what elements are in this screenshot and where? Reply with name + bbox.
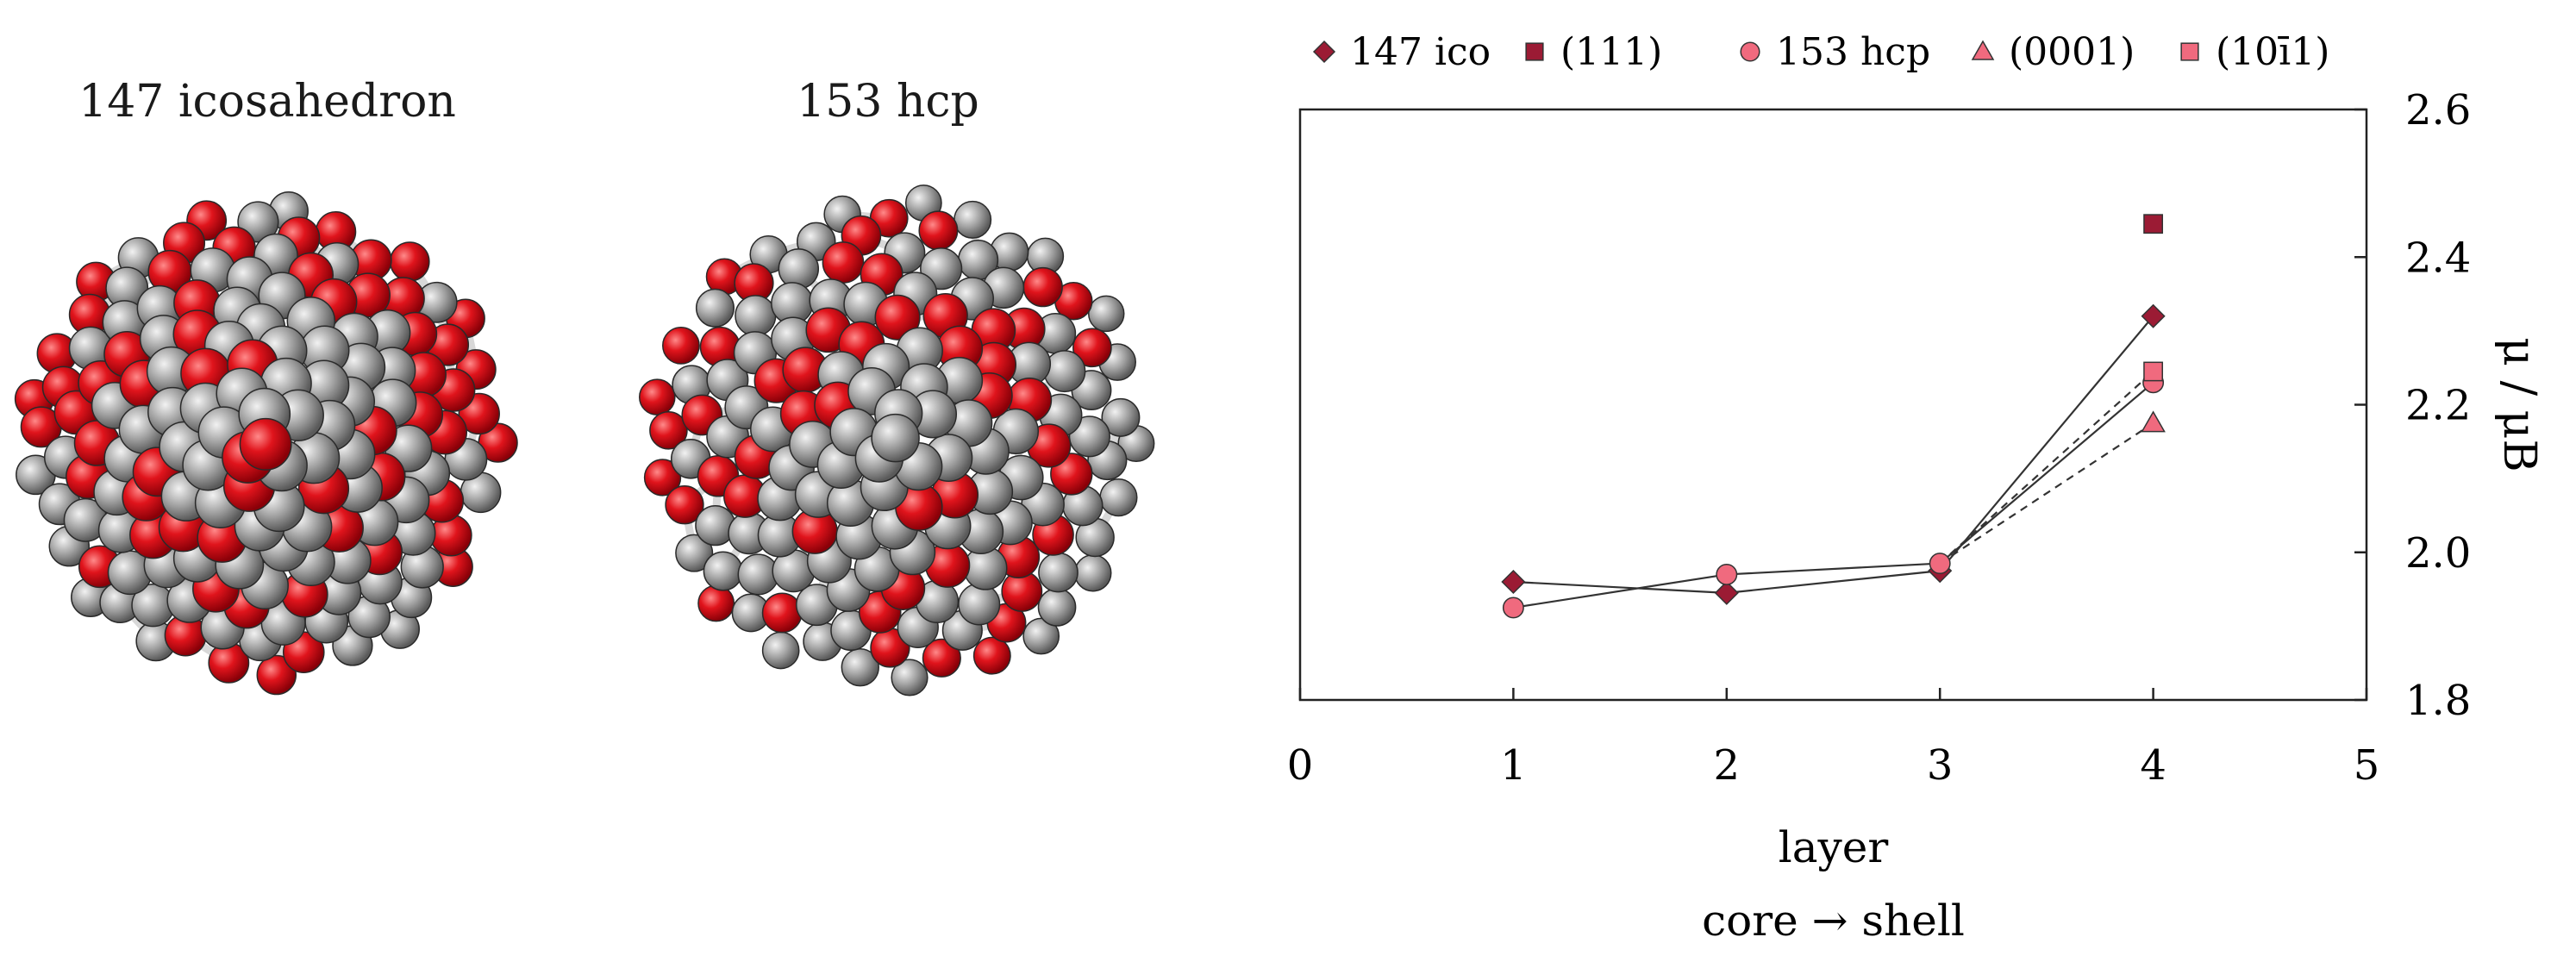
x-tick-label: 4 (2140, 741, 2166, 790)
legend-marker-4 (2180, 42, 2199, 61)
y-tick-label: 1.8 (2405, 677, 2471, 725)
series-line-0 (1513, 315, 2154, 594)
legend-marker-3 (1971, 40, 1995, 60)
data-point-series-1 (2143, 214, 2164, 234)
hcp-title: 153 hcp (797, 76, 979, 128)
data-point-series-4 (2143, 361, 2164, 382)
legend-label-0: 147 ico (1350, 30, 1491, 74)
data-point-series-3 (2141, 410, 2166, 433)
legend-marker-1 (1525, 42, 1544, 61)
x-tick-label: 1 (1500, 741, 1527, 790)
legend: 147 ico (111) 153 hcp (0001) (10ī1) (1312, 30, 2329, 74)
y-tick-label: 2.6 (2405, 86, 2471, 134)
legend-label-1: (111) (1560, 30, 1662, 74)
data-point-series-2 (1716, 563, 1738, 585)
hcp-cluster-image (638, 184, 1155, 697)
legend-label-2: 153 hcp (1776, 30, 1930, 74)
x-axis-ticks: 0 1 2 3 4 5 (1287, 688, 2380, 790)
icosahedron-cluster-image (14, 191, 518, 696)
y-tick-label: 2.2 (2405, 382, 2471, 430)
plot-frame (1298, 108, 2368, 702)
legend-label-4: (10ī1) (2216, 30, 2329, 74)
data-point-series-0 (1928, 559, 1953, 584)
y-axis-ticks: 1.8 2.0 2.2 2.4 2.6 (2354, 86, 2471, 725)
y-tick-label: 2.4 (2405, 234, 2471, 282)
legend-marker-2 (1740, 41, 1760, 62)
x-tick-label: 5 (2354, 741, 2380, 790)
cluster-renderings (14, 184, 1155, 697)
legend-marker-0 (1312, 40, 1336, 64)
data-point-series-0 (2141, 303, 2166, 328)
series-line-2 (1513, 381, 2154, 609)
x-axis-sublabel: core → shell (1702, 896, 1965, 946)
series-line-4 (1939, 371, 2154, 565)
x-tick-label: 0 (1287, 741, 1314, 790)
legend-label-3: (0001) (2009, 30, 2135, 74)
series-lines (1513, 315, 2154, 609)
series-line-3 (1939, 422, 2154, 565)
data-point-series-2 (1929, 553, 1951, 575)
data-point-series-2 (1502, 597, 1524, 619)
data-point-series-2 (2142, 372, 2165, 394)
y-tick-label: 2.0 (2405, 529, 2471, 578)
x-tick-label: 3 (1927, 741, 1954, 790)
y-axis-label: μ / μB (2493, 337, 2545, 472)
x-axis-label: layer (1779, 822, 1889, 872)
x-tick-label: 2 (1714, 741, 1741, 790)
data-point-series-0 (1714, 580, 1739, 605)
icosahedron-title: 147 icosahedron (78, 76, 456, 128)
series-markers (1501, 214, 2166, 619)
data-point-series-0 (1501, 569, 1526, 595)
